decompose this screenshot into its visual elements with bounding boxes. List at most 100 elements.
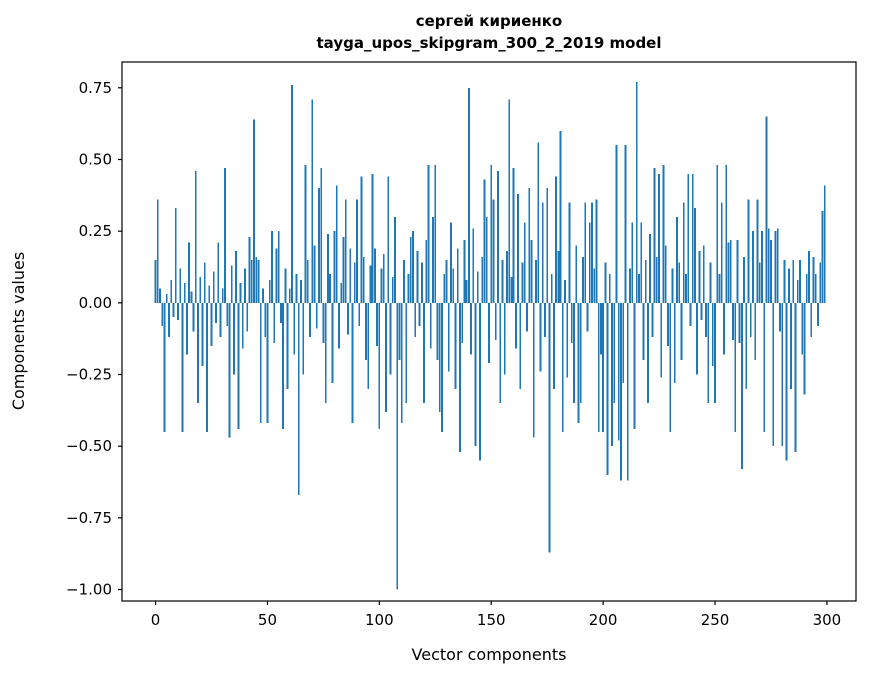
bar: [577, 302, 580, 424]
bar: [727, 242, 730, 303]
bar: [653, 168, 656, 303]
bar: [356, 199, 358, 303]
bar: [693, 208, 696, 303]
bar: [781, 302, 784, 447]
bar: [335, 185, 338, 303]
y-tick-label: −0.50: [66, 437, 112, 455]
chart-title-line2: tayga_upos_skipgram_300_2_2019 model: [317, 34, 662, 52]
bar: [506, 251, 508, 303]
bar: [481, 256, 484, 303]
bar: [555, 176, 558, 303]
bar: [602, 302, 605, 432]
bar: [805, 274, 808, 303]
bar: [443, 274, 446, 303]
bar: [754, 302, 757, 361]
x-tick-label: 200: [589, 611, 618, 629]
bar: [801, 302, 804, 355]
bar: [416, 251, 419, 303]
bar: [535, 259, 537, 303]
bar: [523, 222, 526, 303]
y-tick-label: 0.50: [79, 150, 112, 168]
bar: [720, 202, 723, 303]
bar: [358, 302, 361, 326]
bar: [369, 265, 372, 303]
bar: [188, 242, 191, 303]
bar: [351, 302, 354, 424]
bar: [530, 239, 533, 303]
bar: [803, 302, 806, 395]
bar: [528, 188, 531, 303]
bar: [763, 302, 766, 432]
bar: [667, 302, 669, 346]
bar: [340, 282, 343, 303]
bar: [423, 302, 425, 404]
bar: [747, 199, 750, 303]
x-axis-label: Vector components: [412, 645, 567, 664]
bar: [770, 239, 772, 303]
bar: [241, 302, 244, 349]
bar: [794, 302, 797, 452]
bar: [680, 302, 683, 361]
bar: [447, 302, 450, 372]
bar: [664, 245, 667, 303]
bar: [250, 259, 253, 303]
bar: [177, 302, 179, 321]
bar: [792, 259, 795, 303]
x-tick-label: 50: [258, 611, 277, 629]
bar: [237, 302, 240, 429]
bar: [808, 251, 810, 303]
bar: [812, 256, 815, 303]
bar: [785, 302, 788, 461]
bar: [246, 302, 249, 332]
y-tick-label: −0.25: [66, 366, 112, 384]
bar: [514, 302, 517, 349]
bar: [776, 228, 779, 303]
axis-ticks: 0 50 100 150 200 250 300 0.75 0.50 0.25 0.00 −0.25 −…: [66, 79, 841, 629]
bar: [546, 188, 549, 303]
bar: [698, 251, 701, 303]
bar: [264, 302, 267, 338]
bar: [561, 302, 564, 432]
bar: [716, 165, 719, 303]
bar: [385, 302, 387, 412]
bar: [696, 302, 699, 375]
bar: [279, 302, 282, 323]
bar: [181, 302, 184, 432]
bar: [743, 256, 745, 303]
bar: [304, 165, 307, 303]
x-tick-label: 150: [477, 611, 506, 629]
bar: [557, 251, 560, 303]
bar: [248, 236, 251, 303]
bar: [373, 248, 376, 303]
bar: [476, 271, 479, 303]
bar: [709, 262, 712, 303]
bar: [257, 259, 260, 303]
y-tick-label: −0.75: [66, 509, 112, 527]
bar: [235, 251, 238, 303]
bar: [814, 274, 817, 303]
bar: [201, 302, 204, 366]
bar: [228, 302, 231, 438]
bar: [154, 259, 157, 303]
y-tick-label: 0.00: [79, 294, 112, 312]
bar: [635, 82, 638, 303]
bar: [512, 168, 515, 303]
bar: [174, 208, 177, 303]
bar: [660, 302, 663, 378]
bar: [537, 142, 540, 303]
bar: [286, 302, 289, 389]
bar: [796, 279, 799, 303]
bar: [707, 302, 710, 404]
bar: [758, 262, 761, 303]
bar: [244, 268, 246, 303]
bar: [714, 302, 716, 404]
bar: [810, 302, 813, 338]
bar: [183, 282, 186, 303]
bar: [360, 176, 363, 303]
bar: [376, 302, 378, 346]
bar: [467, 87, 470, 303]
bar: [579, 302, 582, 404]
bar: [396, 302, 399, 590]
bar: [622, 302, 625, 384]
